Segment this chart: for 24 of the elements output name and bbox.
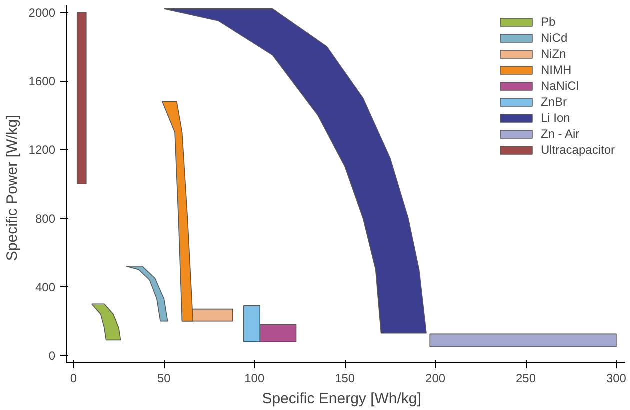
legend-label: NIMH: [540, 63, 572, 77]
legend-label: NaNiCl: [540, 79, 579, 93]
legend-label: Li Ion: [540, 111, 570, 125]
y-tick-label: 1200: [28, 143, 56, 158]
y-tick-label: 800: [35, 212, 56, 226]
legend-label: Ultracapacitor: [540, 143, 615, 157]
y-tick-label: 400: [35, 280, 56, 294]
y-tick-label: 2000: [28, 6, 56, 20]
x-tick-label: 0: [70, 372, 78, 386]
x-tick-label: 300: [606, 372, 627, 386]
x-tick-label: 200: [426, 372, 446, 386]
legend-label: Pb: [540, 15, 557, 29]
legend-label: ZnBr: [540, 95, 567, 109]
y-tick-label: 0: [48, 349, 56, 364]
x-tick-label: 50: [158, 372, 172, 386]
y-axis-title: Specific Power [W/kg]: [4, 115, 21, 262]
x-axis-title: Specific Energy [Wh/kg]: [262, 390, 422, 408]
legend-label: Zn - Air: [540, 127, 580, 141]
legend-label: NiCd: [540, 31, 568, 45]
x-tick-label: 150: [335, 372, 356, 386]
x-tick-label: 100: [244, 372, 265, 386]
legend-label: NiZn: [540, 47, 566, 61]
x-tick-label: 250: [516, 372, 536, 386]
y-tick-label: 1600: [28, 74, 56, 89]
